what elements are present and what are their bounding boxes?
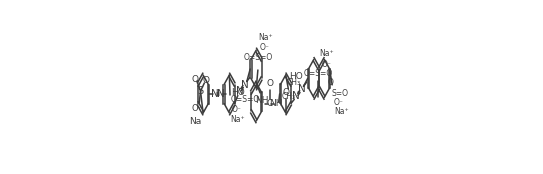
Text: N: N [217, 89, 225, 99]
Text: O: O [282, 88, 289, 97]
Text: N: N [211, 89, 218, 99]
Text: CH₃: CH₃ [286, 78, 300, 87]
Text: O⁻: O⁻ [192, 105, 203, 113]
Text: C: C [267, 99, 273, 108]
Text: N: N [292, 91, 300, 101]
Text: O⁻: O⁻ [321, 60, 331, 69]
Text: Na⁺: Na⁺ [334, 107, 349, 116]
Text: O=S=O: O=S=O [231, 94, 260, 104]
Text: O⁻: O⁻ [334, 98, 344, 107]
Text: Na⁺: Na⁺ [258, 34, 273, 42]
Text: N: N [298, 84, 306, 94]
Text: O: O [192, 74, 199, 84]
Text: O⁻: O⁻ [232, 105, 242, 114]
Text: Na: Na [188, 117, 201, 125]
Text: N: N [241, 80, 249, 89]
Text: HO: HO [289, 72, 303, 81]
Text: NH: NH [269, 99, 283, 108]
Text: S: S [198, 86, 204, 96]
Text: CH₃: CH₃ [282, 92, 296, 101]
Text: O: O [203, 77, 210, 85]
Text: Na⁺: Na⁺ [230, 116, 245, 125]
Text: O=S=O: O=S=O [304, 69, 333, 78]
Text: O⁻: O⁻ [260, 44, 270, 53]
Text: NH: NH [255, 96, 269, 105]
Text: S=O: S=O [332, 89, 349, 98]
Text: O: O [266, 79, 273, 88]
Text: N: N [236, 86, 243, 97]
Text: HO: HO [231, 88, 245, 97]
Text: O: O [327, 78, 333, 87]
Text: O=S=O: O=S=O [243, 53, 273, 62]
Text: Na⁺: Na⁺ [319, 49, 334, 58]
